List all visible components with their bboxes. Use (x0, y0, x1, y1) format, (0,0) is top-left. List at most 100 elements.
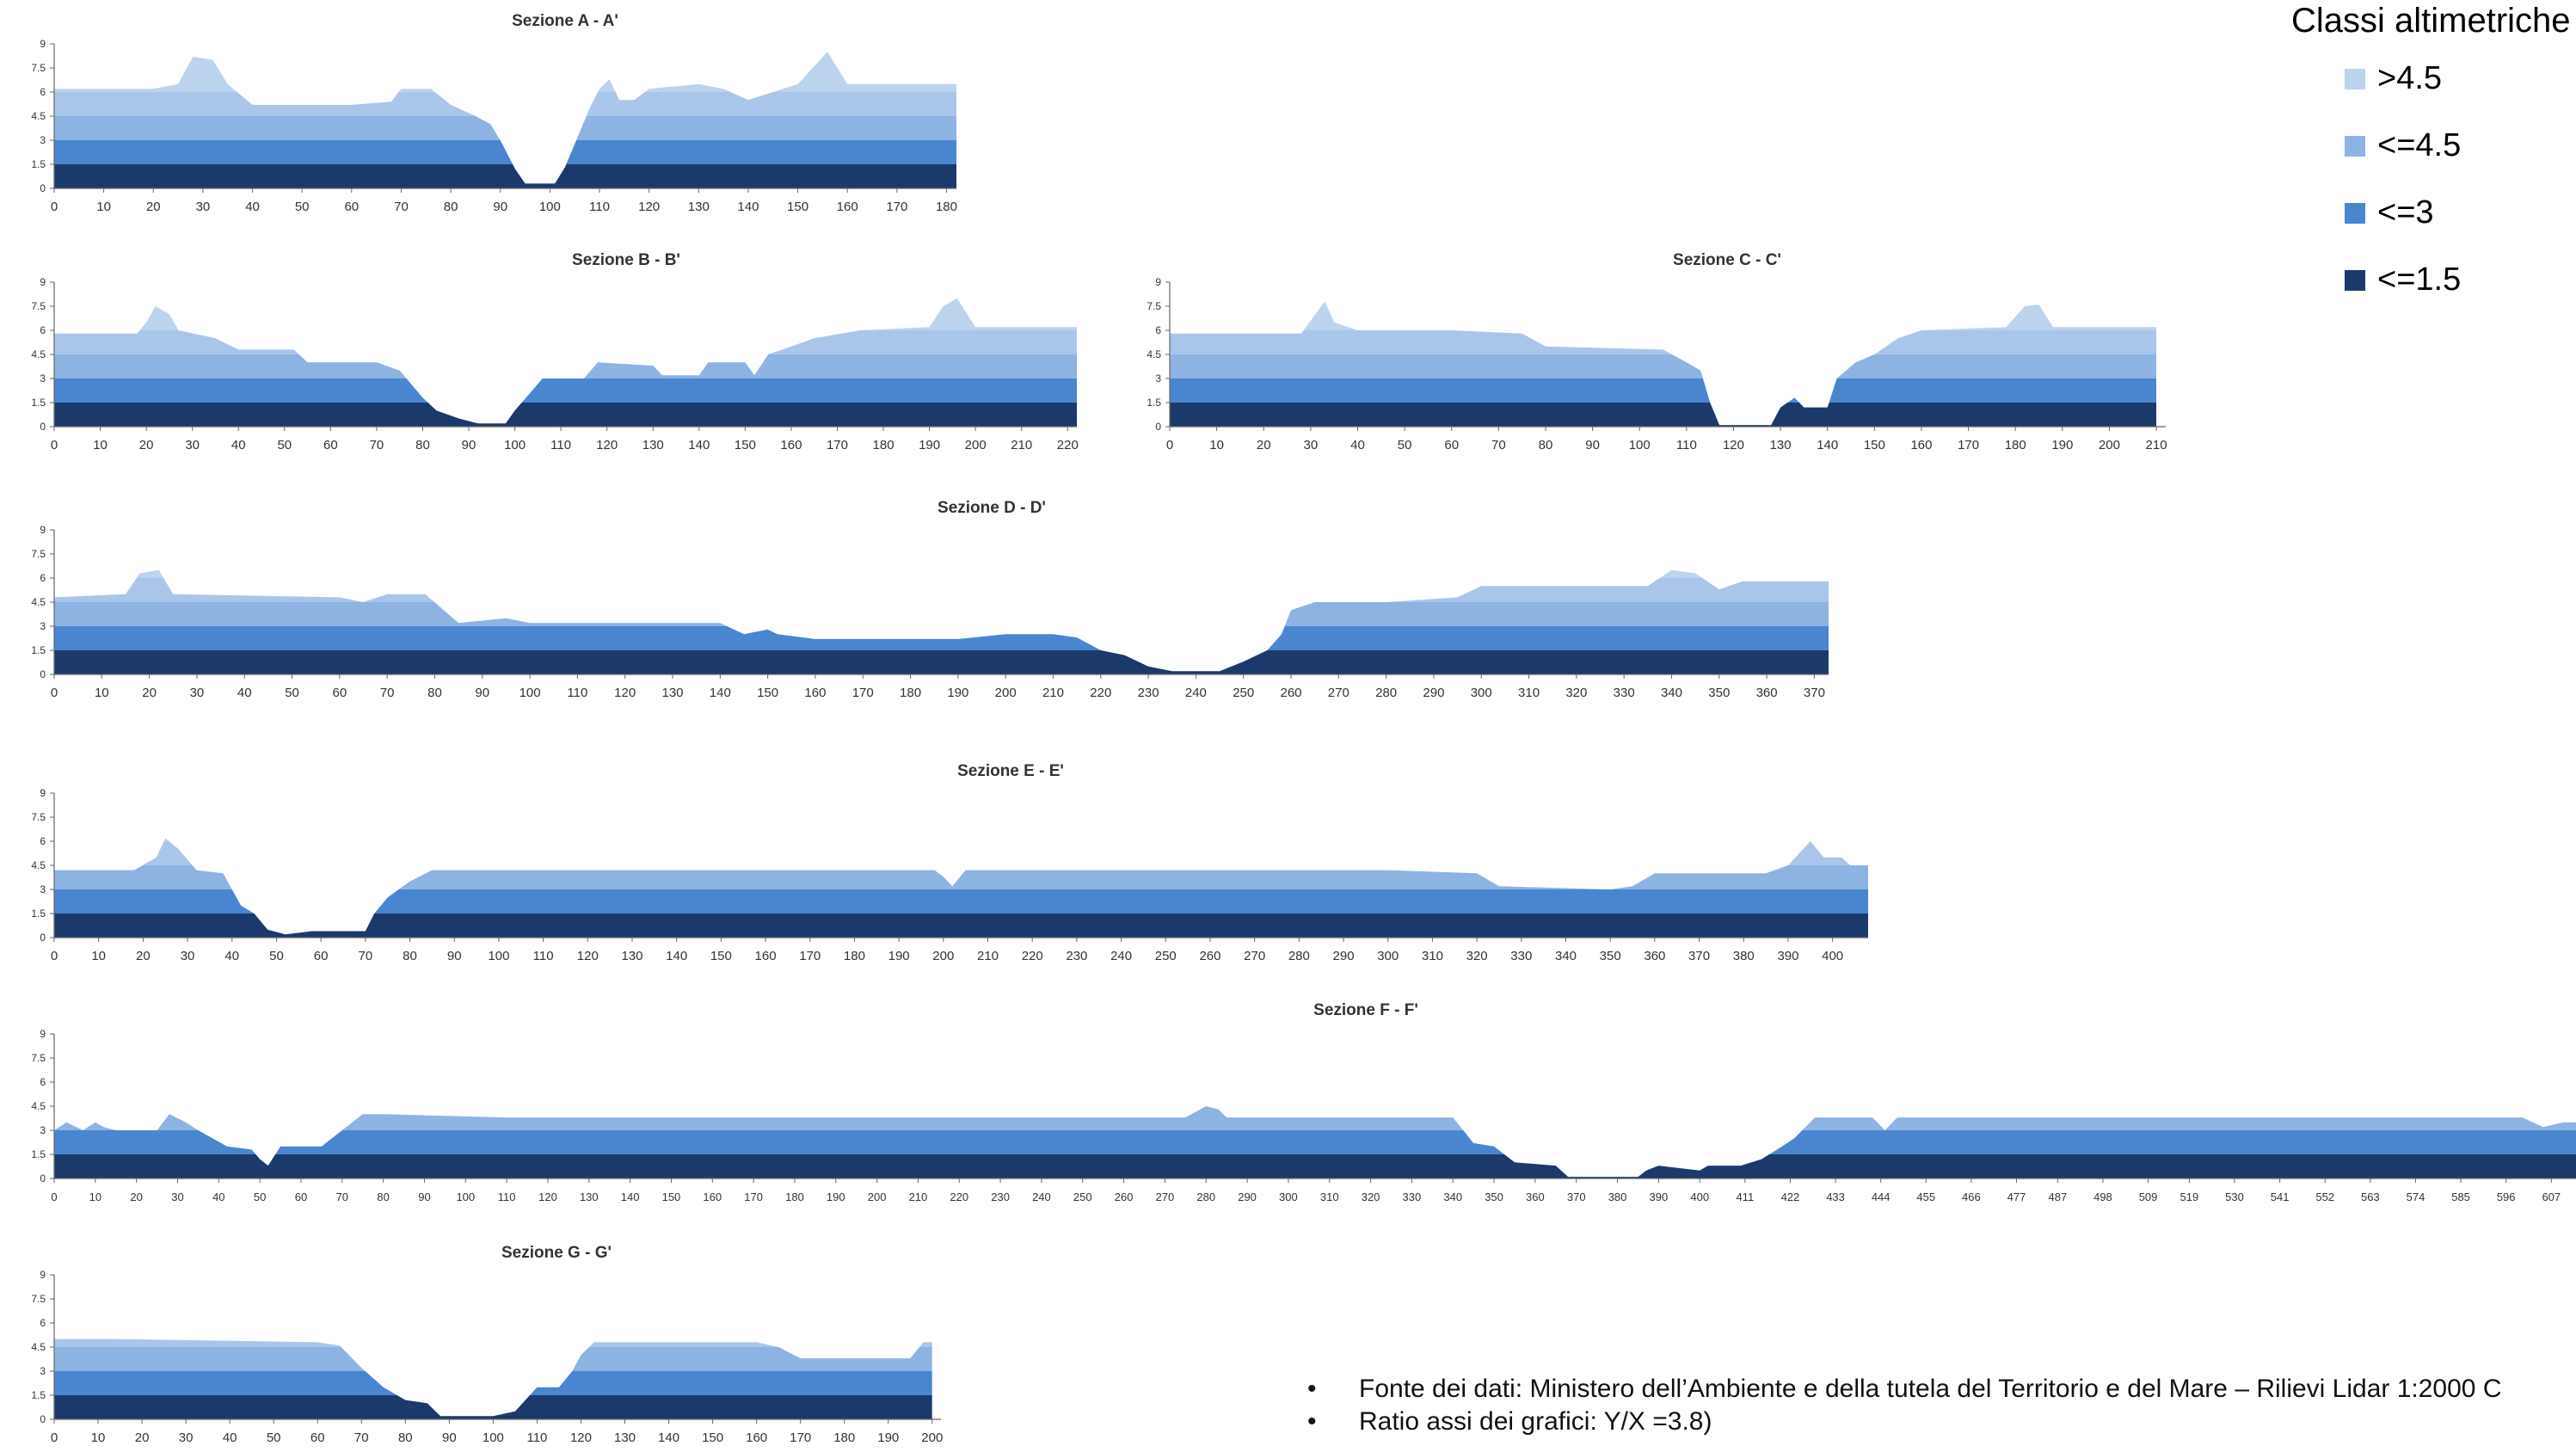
elevation-band (54, 378, 1077, 403)
x-tick-label: 130 (621, 949, 642, 963)
elevation-band (54, 164, 956, 188)
x-tick-label: 170 (799, 949, 821, 963)
x-tick-label: 80 (444, 200, 458, 214)
x-tick-label: 270 (1328, 686, 1349, 700)
chart-title: Sezione A - A' (512, 12, 618, 30)
elevation-band (54, 354, 1077, 378)
legend-label-le-4-5: <=4.5 (2377, 127, 2462, 163)
elevation-band (1170, 378, 2157, 403)
x-tick-label: 360 (1526, 1191, 1545, 1203)
legend-swatch-le-1-5 (2345, 269, 2365, 291)
y-tick-label: 6 (40, 324, 46, 336)
x-tick-label: 60 (295, 1191, 307, 1203)
elevation-band (54, 1154, 2576, 1178)
x-tick-label: 70 (380, 686, 395, 700)
x-tick-label: 90 (462, 438, 476, 452)
x-tick-label: 20 (130, 1191, 142, 1203)
x-tick-label: 340 (1661, 686, 1682, 700)
x-tick-label: 310 (1320, 1191, 1339, 1203)
x-tick-label: 200 (965, 438, 987, 452)
elevation-band (54, 1371, 932, 1395)
x-tick-label: 530 (2225, 1191, 2244, 1203)
y-tick-label: 0 (40, 1413, 46, 1425)
elevation-bands (54, 52, 956, 188)
y-tick-label: 6 (40, 572, 46, 584)
y-tick-label: 9 (40, 38, 46, 50)
legend-swatch-gt-4-5 (2345, 68, 2365, 89)
y-tick-label: 4.5 (31, 1100, 46, 1112)
x-tick-label: 270 (1244, 949, 1265, 963)
x-tick-label: 120 (538, 1191, 557, 1203)
x-tick-label: 280 (1375, 686, 1397, 700)
x-tick-label: 280 (1196, 1191, 1215, 1203)
y-tick-label: 0 (40, 668, 46, 680)
x-tick-label: 180 (844, 949, 865, 963)
x-tick-label: 90 (447, 949, 462, 963)
x-tick-label: 230 (1138, 686, 1159, 700)
note-data-source-text: Fonte dei dati: Ministero dell’Ambiente … (1359, 1375, 2502, 1403)
x-tick-label: 110 (567, 686, 587, 700)
section-chart-5: Sezione F - F'01.534.567.590 10 20 30 40 50 60… (31, 1001, 2576, 1203)
x-tick-label: 190 (827, 1191, 845, 1203)
x-tick-label: 80 (415, 438, 430, 452)
x-tick-label: 280 (1288, 949, 1310, 963)
x-tick-label: 130 (1770, 438, 1792, 452)
x-tick-label: 130 (661, 686, 683, 700)
x-tick-label: 10 (91, 949, 106, 963)
x-tick-label: 170 (852, 686, 874, 700)
x-tick-label: 487 (2048, 1191, 2067, 1203)
x-tick-label: 110 (1676, 438, 1697, 452)
elevation-bands (54, 838, 1868, 938)
x-tick-label: 220 (1090, 686, 1111, 700)
x-tick-label: 110 (498, 1191, 516, 1203)
x-tick-label: 160 (703, 1191, 722, 1203)
x-tick-label: 290 (1423, 686, 1444, 700)
x-tick-label: 190 (2051, 438, 2073, 452)
x-tick-label: 120 (577, 949, 599, 963)
x-tick-label: 50 (254, 1191, 266, 1203)
x-tick-label: 320 (1565, 686, 1587, 700)
x-tick-label: 240 (1032, 1191, 1051, 1203)
x-tick-label: 541 (2271, 1191, 2290, 1203)
x-tick-label: 340 (1443, 1191, 1462, 1203)
chart-title: Sezione F - F' (1313, 1001, 1418, 1019)
x-tick-label: 50 (295, 200, 310, 214)
x-tick-label: 330 (1403, 1191, 1422, 1203)
y-tick-label: 3 (40, 134, 46, 146)
x-tick-label: 140 (737, 200, 759, 214)
elevation-band (54, 1275, 932, 1323)
x-tick-label: 350 (1485, 1191, 1503, 1203)
elevation-band (1170, 354, 2157, 378)
elevation-band (54, 1347, 932, 1371)
y-tick-label: 1.5 (31, 644, 46, 656)
x-tick-label: 370 (1688, 949, 1710, 963)
x-tick-label: 80 (1539, 438, 1553, 452)
x-tick-label: 10 (96, 200, 111, 214)
x-tick-label: 140 (1817, 438, 1838, 452)
x-tick-label: 160 (755, 949, 777, 963)
x-tick-label: 340 (1555, 949, 1577, 963)
x-tick-label: 30 (171, 1191, 183, 1203)
x-tick-label: 70 (358, 949, 372, 963)
legend-swatch-le-4-5 (2345, 135, 2365, 157)
x-tick-label: 90 (1585, 438, 1600, 452)
section-chart-4: Sezione E - E'01.534.567.590 10 20 30 40 50 60… (31, 762, 1868, 963)
y-tick-label: 1.5 (1147, 397, 1161, 409)
legend-item-le-4-5: <=4.5 (2345, 127, 2461, 164)
x-tick-label: 70 (354, 1430, 369, 1445)
x-tick-label: 40 (223, 1430, 237, 1445)
x-tick-label: 100 (504, 438, 526, 452)
y-tick-label: 4.5 (31, 348, 46, 360)
elevation-band (54, 1034, 2576, 1082)
x-tick-label: 585 (2451, 1191, 2470, 1203)
x-tick-label: 120 (570, 1430, 592, 1445)
x-tick-label: 200 (868, 1191, 887, 1203)
x-tick-label: 270 (1156, 1191, 1175, 1203)
y-tick-label: 4.5 (31, 859, 46, 871)
x-tick-label: 330 (1614, 686, 1635, 700)
x-tick-label: 50 (285, 686, 299, 700)
x-tick-label: 150 (662, 1191, 681, 1203)
elevation-band (54, 838, 1868, 841)
x-tick-label: 30 (185, 438, 200, 452)
y-tick-label: 0 (40, 1172, 46, 1184)
